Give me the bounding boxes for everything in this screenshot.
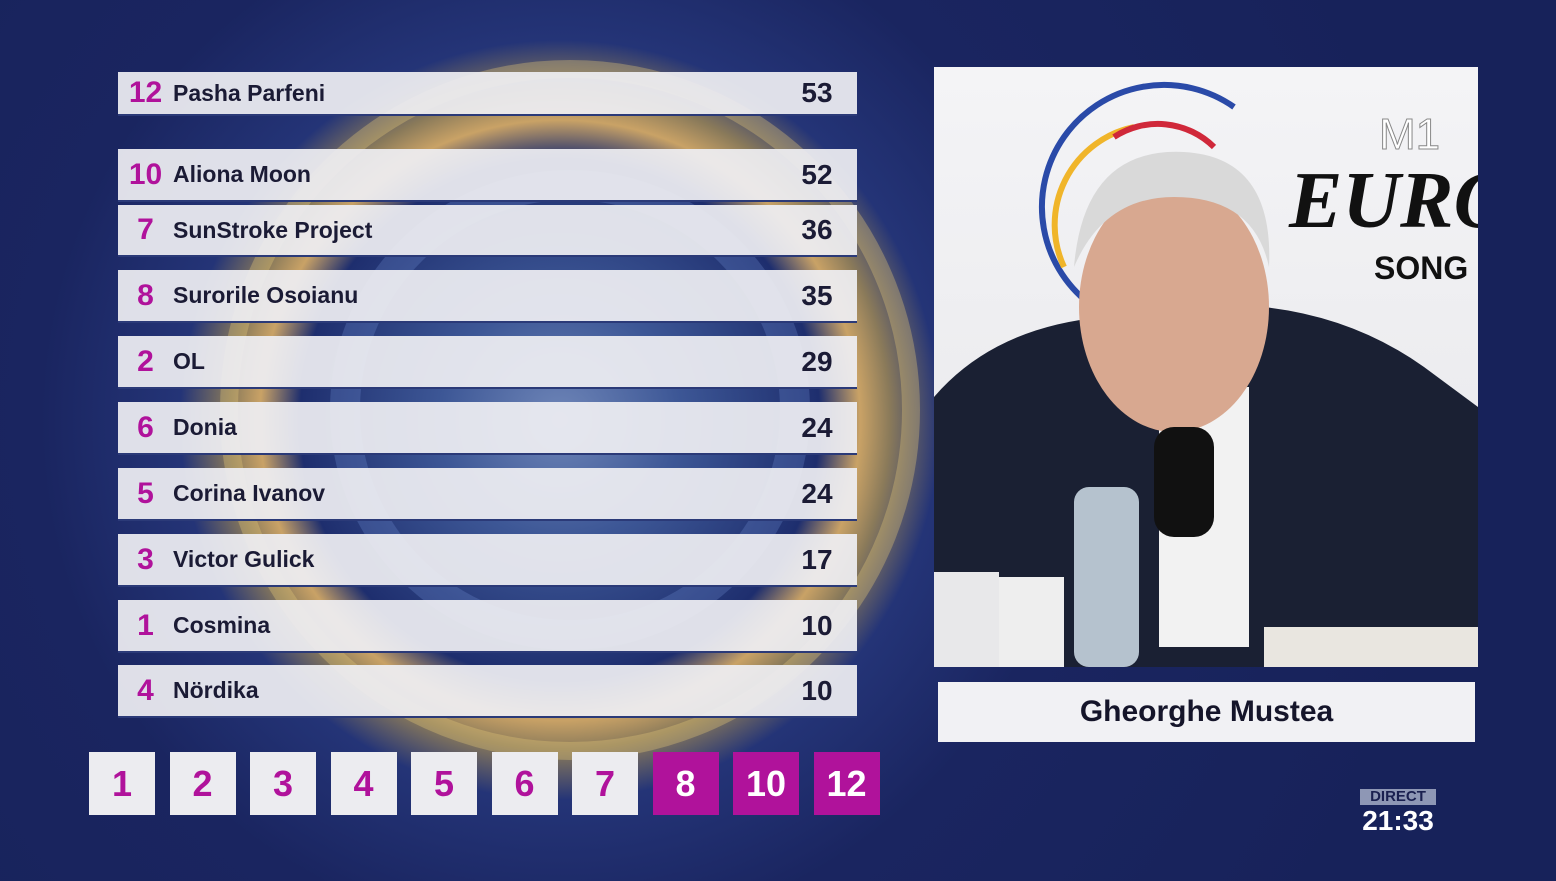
total-score: 29 [801,345,833,377]
total-score: 35 [801,279,833,311]
scoreboard-row: 3 Victor Gulick 17 [118,534,857,587]
total-score: 36 [801,214,833,245]
video-feed: EURO SONG M1 [934,67,1478,667]
point-box: 10 [733,752,799,815]
total-score: 10 [801,674,833,706]
point-box: 2 [169,752,236,815]
total-score: 10 [801,609,833,641]
point-box: 3 [250,752,316,815]
scoreboard-row: 12 Pasha Parfeni 53 [118,72,857,116]
point-box: 5 [411,752,477,815]
awarded-points: 7 [137,213,154,246]
awarded-points: 2 [137,344,154,378]
awarded-points: 10 [128,157,163,191]
scoreboard-row: 8 Surorile Osoianu 35 [118,270,857,323]
total-score: 53 [801,77,833,108]
artist-name: Surorile Osoianu [173,282,359,308]
svg-text:EURO: EURO [1288,157,1478,245]
artist-name: Pasha Parfeni [173,79,326,106]
point-box: 4 [330,752,397,815]
awarded-points: 3 [137,542,154,576]
point-box: 12 [813,752,880,815]
artist-name: Aliona Moon [173,161,311,187]
artist-name: Cosmina [173,612,271,638]
total-score: 24 [801,411,833,443]
scoreboard-row: 2 OL 29 [118,336,857,389]
clock-time: 21:33 [1362,805,1434,836]
scoreboard-row: 7 SunStroke Project 36 [118,205,857,257]
point-box: 6 [491,752,558,815]
artist-name: Nördika [173,677,259,703]
total-score: 52 [801,158,833,190]
artist-name: OL [173,348,205,374]
direct-label: DIRECT [1360,789,1436,805]
artist-name: Donia [173,414,237,440]
point-box: 7 [572,752,638,815]
artist-name: Corina Ivanov [173,480,326,506]
point-box: 8 [652,752,719,815]
speaker-name-bar: Gheorghe Mustea [938,682,1475,742]
point-box: 1 [89,752,155,815]
awarded-points: 8 [137,278,154,312]
awarded-points: 5 [137,476,154,510]
awarded-points: 4 [137,673,154,707]
awarded-points: 6 [137,410,154,444]
live-clock: DIRECT 21:33 [1360,789,1436,837]
artist-name: Victor Gulick [173,546,315,572]
scoreboard-row: 4 Nördika 10 [118,665,857,718]
speaker-name: Gheorghe Mustea [1079,695,1334,728]
scoreboard-row: 6 Donia 24 [118,402,857,455]
scoreboard-row: 5 Corina Ivanov 24 [118,468,857,521]
svg-text:M1: M1 [1379,110,1440,159]
awarded-points: 12 [128,76,163,109]
video-image: EURO SONG M1 [934,81,1478,667]
awarded-points: 1 [137,608,154,642]
scoreboard-row: 10 Aliona Moon 52 [118,149,857,202]
total-score: 17 [801,543,833,575]
scoreboard-row: 1 Cosmina 10 [118,600,857,653]
artist-name: SunStroke Project [173,216,373,243]
svg-text:SONG: SONG [1374,250,1468,286]
total-score: 24 [801,477,833,509]
